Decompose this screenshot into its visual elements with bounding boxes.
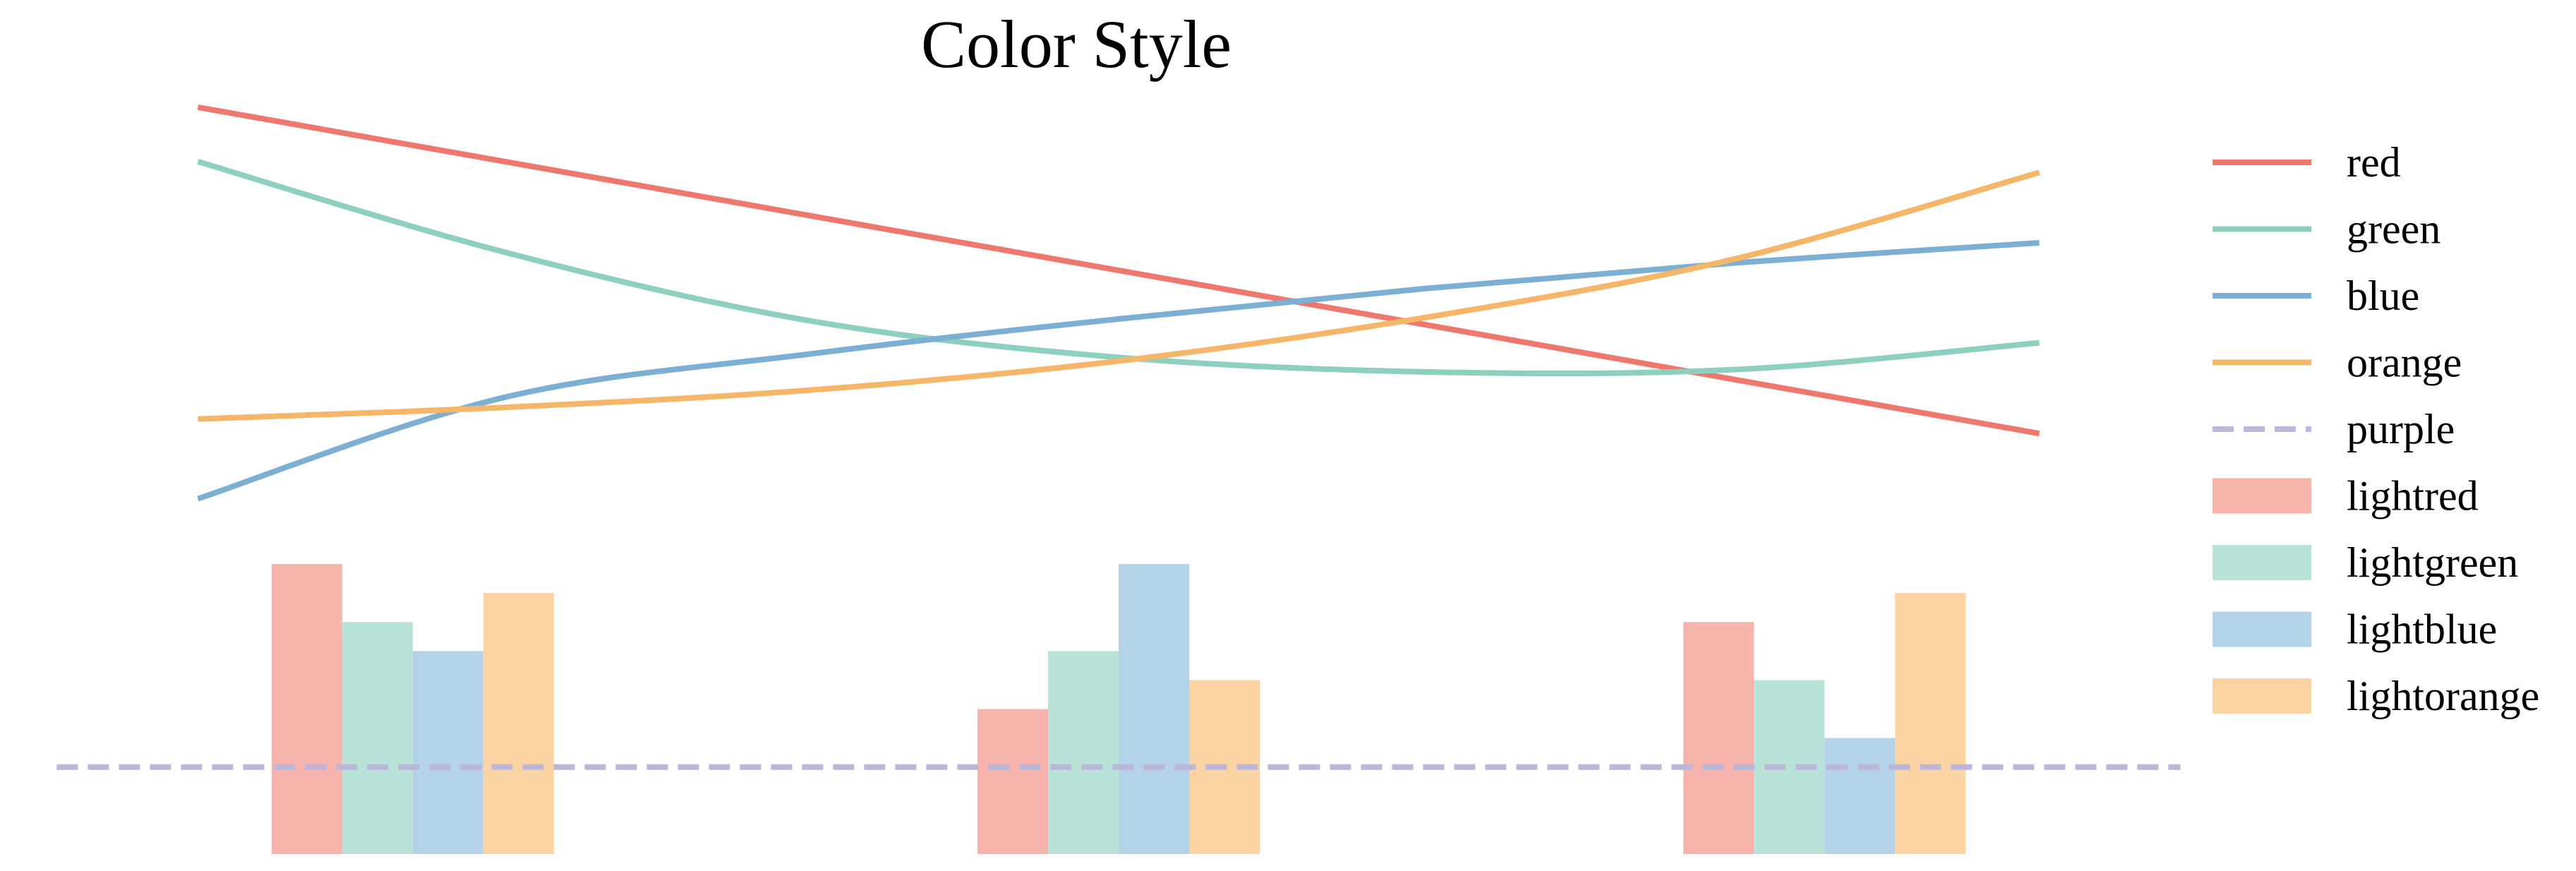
- legend-item-red: red: [2213, 139, 2401, 186]
- bar-lightgreen-group-1: [342, 622, 413, 854]
- legend-item-lightorange: lightorange: [2213, 673, 2539, 719]
- bar-lightgreen-group-2: [1047, 651, 1119, 854]
- legend-label-blue: blue: [2347, 272, 2419, 319]
- chart-title: Color Style: [921, 6, 1232, 82]
- series-line-red: [197, 104, 2040, 437]
- legend-swatch-lightred: [2213, 478, 2311, 514]
- bar-lightorange-group-1: [483, 593, 554, 854]
- bar-lightblue-group-3: [1824, 738, 1896, 854]
- bar-lightblue-group-1: [412, 651, 483, 854]
- legend-label-lightred: lightred: [2347, 473, 2479, 519]
- series-line-green: [197, 159, 2040, 377]
- legend-item-blue: blue: [2213, 272, 2419, 319]
- bar-lightblue-group-2: [1119, 564, 1190, 854]
- legend-label-lightorange: lightorange: [2347, 673, 2539, 719]
- series-line-blue: [197, 240, 2040, 502]
- legend-label-lightblue: lightblue: [2347, 606, 2497, 653]
- bar-lightred-group-2: [977, 709, 1048, 854]
- legend-label-purple: purple: [2347, 406, 2455, 452]
- legend-label-orange: orange: [2347, 340, 2462, 386]
- bar-lightred-group-3: [1683, 622, 1755, 854]
- bars-layer: [271, 564, 1966, 854]
- legend: red green blue orange purple lightred lightgre…: [2213, 139, 2539, 719]
- legend-swatch-lightgreen: [2213, 545, 2311, 580]
- legend-item-lightred: lightred: [2213, 473, 2479, 519]
- legend-item-green: green: [2213, 206, 2440, 253]
- legend-label-red: red: [2347, 139, 2401, 186]
- legend-item-purple: purple: [2213, 406, 2455, 452]
- legend-label-lightgreen: lightgreen: [2347, 539, 2518, 586]
- legend-item-orange: orange: [2213, 340, 2462, 386]
- legend-label-green: green: [2347, 206, 2440, 253]
- bar-lightred-group-1: [271, 564, 342, 854]
- legend-swatch-lightorange: [2213, 678, 2311, 714]
- legend-item-lightblue: lightblue: [2213, 606, 2497, 653]
- legend-swatch-lightblue: [2213, 611, 2311, 647]
- bar-lightorange-group-3: [1895, 593, 1966, 854]
- series-line-orange: [198, 169, 2040, 422]
- lines-layer: [56, 104, 2181, 770]
- legend-item-lightgreen: lightgreen: [2213, 539, 2518, 586]
